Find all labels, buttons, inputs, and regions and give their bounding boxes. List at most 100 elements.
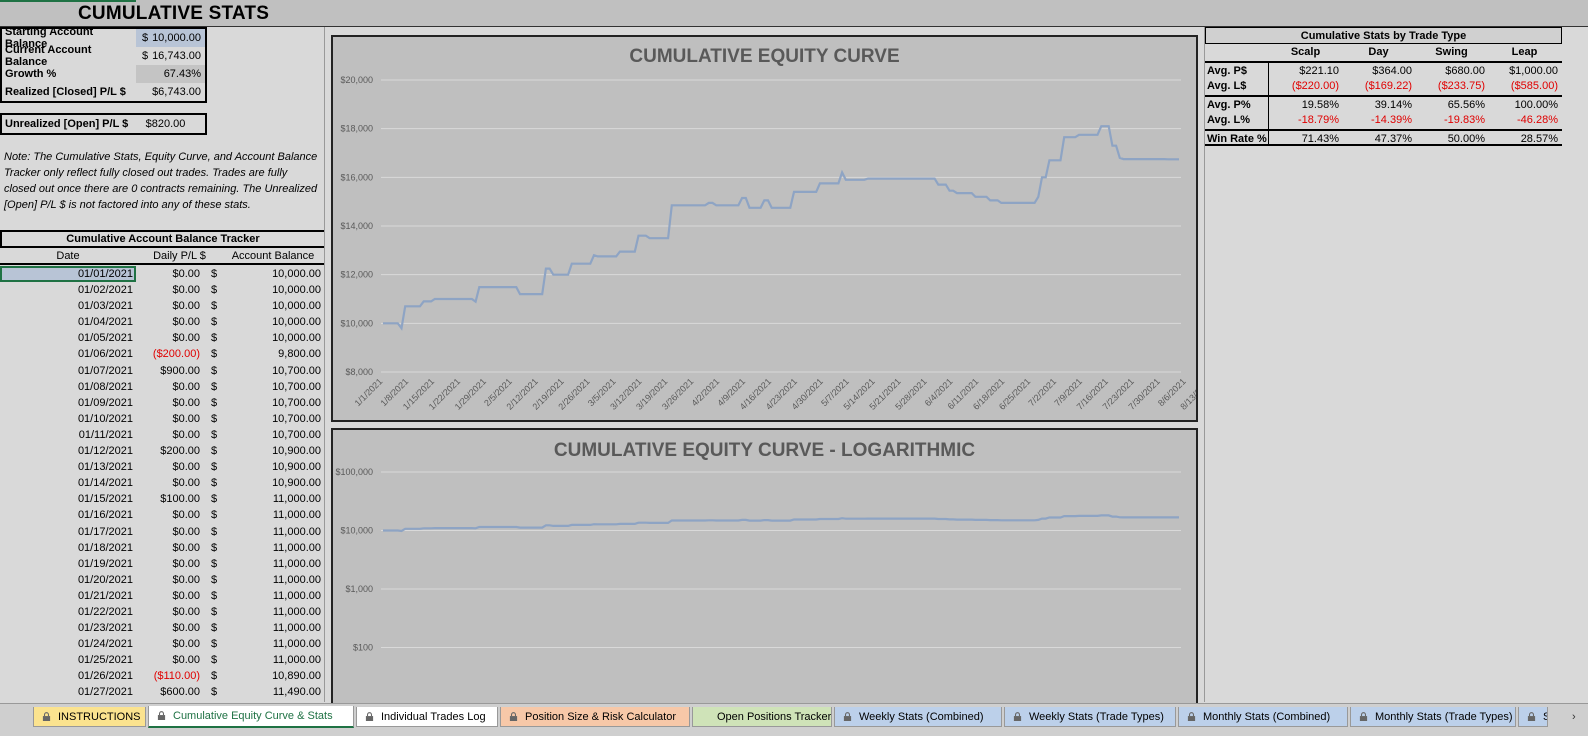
summary-value[interactable]: $10,000.00 [136,29,205,47]
tracker-currency-cell[interactable]: $ [211,445,218,458]
tracker-row[interactable]: 01/17/2021 $0.00 $11,000.00 [0,524,324,540]
summary-row-starting-balance[interactable]: Starting Account Balance $10,000.00 [2,27,205,50]
tracker-date-cell[interactable]: 01/18/2021 [77,541,133,554]
tracker-pl-cell[interactable]: $0.00 [172,332,200,345]
tracker-pl-cell[interactable]: $0.00 [172,654,200,667]
tracker-currency-cell[interactable]: $ [211,686,218,699]
trade-type-value-cell[interactable]: ($169.22) [1364,80,1412,92]
tracker-row[interactable]: 01/19/2021 $0.00 $11,000.00 [0,556,324,572]
tracker-date-cell[interactable]: 01/01/2021 [0,266,136,283]
tracker-date-cell[interactable]: 01/23/2021 [77,622,133,635]
tracker-balance-cell[interactable]: 10,900.00 [272,445,321,458]
sheet-tab[interactable]: S [1518,707,1548,727]
trade-type-value-cell[interactable]: -18.79% [1298,114,1339,126]
trade-type-value-cell[interactable]: $680.00 [1445,65,1485,77]
tracker-date-cell[interactable]: 01/08/2021 [77,380,133,393]
tracker-currency-cell[interactable]: $ [211,396,218,409]
sheet-tab[interactable]: Monthly Stats (Combined) [1178,707,1348,727]
tracker-currency-cell[interactable]: $ [211,428,218,441]
column-header-day[interactable]: Day [1368,46,1389,58]
tracker-row[interactable]: 01/08/2021 $0.00 $10,700.00 [0,379,324,395]
tracker-date-cell[interactable]: 01/17/2021 [77,525,133,538]
tab-scroll-right-icon[interactable]: › [1572,711,1576,723]
tracker-date-cell[interactable]: 01/14/2021 [77,477,133,490]
trade-type-value-cell[interactable]: 47.37% [1374,133,1412,145]
tracker-row[interactable]: 01/03/2021 $0.00 $10,000.00 [0,298,324,314]
tracker-balance-cell[interactable]: 10,700.00 [272,380,321,393]
tracker-row[interactable]: 01/25/2021 $0.00 $11,000.00 [0,652,324,668]
tracker-row[interactable]: 01/23/2021 $0.00 $11,000.00 [0,620,324,636]
tracker-balance-cell[interactable]: 10,000.00 [272,316,321,329]
tracker-date-cell[interactable]: 01/09/2021 [77,396,133,409]
tracker-row[interactable]: 01/09/2021 $0.00 $10,700.00 [0,395,324,411]
tracker-row[interactable]: 01/04/2021 $0.00 $10,000.00 [0,314,324,330]
sheet-tab[interactable]: Monthly Stats (Trade Types) [1350,707,1516,727]
tracker-balance-cell[interactable]: 10,900.00 [272,461,321,474]
summary-row-growth[interactable]: Growth % 67.43% [2,65,205,83]
tracker-row[interactable]: 01/07/2021 $900.00 $10,700.00 [0,363,324,379]
tracker-date-cell[interactable]: 01/05/2021 [77,332,133,345]
tracker-balance-cell[interactable]: 11,000.00 [272,654,321,667]
tracker-row[interactable]: 01/27/2021 $600.00 $11,490.00 [0,684,324,700]
tracker-pl-cell[interactable]: $0.00 [172,589,200,602]
summary-value[interactable]: $16,743.00 [142,50,201,62]
tracker-currency-cell[interactable]: $ [211,589,218,602]
tracker-pl-cell[interactable]: $0.00 [172,268,200,280]
sheet-tab[interactable]: Weekly Stats (Trade Types) [1004,707,1176,727]
tracker-pl-cell[interactable]: $0.00 [172,300,200,313]
tracker-currency-cell[interactable]: $ [211,525,218,538]
tracker-currency-cell[interactable]: $ [211,573,218,586]
tracker-pl-cell[interactable]: $0.00 [172,557,200,570]
summary-value[interactable]: 67.43% [136,65,205,83]
trade-type-value-cell[interactable]: -14.39% [1371,114,1412,126]
tracker-pl-cell[interactable]: ($200.00) [152,348,200,361]
trade-type-value-cell[interactable]: 71.43% [1301,133,1339,145]
tracker-currency-cell[interactable]: $ [211,638,218,651]
tracker-balance-cell[interactable]: 11,000.00 [272,525,321,538]
tracker-balance-cell[interactable]: 10,000.00 [272,300,321,313]
tracker-row[interactable]: 01/10/2021 $0.00 $10,700.00 [0,411,324,427]
equity-curve-chart[interactable]: CUMULATIVE EQUITY CURVE $8,000 $10,000 $12… [331,35,1198,422]
trade-type-value-cell[interactable]: $221.10 [1299,65,1339,77]
tracker-row[interactable]: 01/16/2021 $0.00 $11,000.00 [0,507,324,523]
tracker-pl-cell[interactable]: ($110.00) [153,670,200,683]
tracker-row[interactable]: 01/12/2021 $200.00 $10,900.00 [0,443,324,459]
tracker-pl-cell[interactable]: $0.00 [172,316,200,329]
tracker-balance-cell[interactable]: 10,900.00 [272,477,321,490]
trade-type-row-label[interactable]: Avg. L% [1205,112,1269,129]
tracker-row[interactable]: 01/18/2021 $0.00 $11,000.00 [0,540,324,556]
tracker-row[interactable]: 01/01/2021 $0.00 $10,000.00 [0,266,324,283]
tracker-date-cell[interactable]: 01/10/2021 [77,412,133,425]
trade-type-row-label[interactable]: Avg. L$ [1205,78,1269,95]
tracker-row[interactable]: 01/02/2021 $0.00 $10,000.00 [0,282,324,298]
tracker-date-cell[interactable]: 01/07/2021 [77,364,133,377]
tracker-balance-cell[interactable]: 11,000.00 [272,622,321,635]
tracker-row[interactable]: 01/21/2021 $0.00 $11,000.00 [0,588,324,604]
tracker-row[interactable]: 01/14/2021 $0.00 $10,900.00 [0,475,324,491]
tracker-balance-cell[interactable]: 11,000.00 [272,638,321,651]
tracker-pl-cell[interactable]: $0.00 [172,461,200,474]
tracker-date-cell[interactable]: 01/11/2021 [78,428,133,441]
tracker-pl-cell[interactable]: $0.00 [172,638,200,651]
column-header-swing[interactable]: Swing [1435,46,1468,58]
tracker-pl-cell[interactable]: $100.00 [160,493,200,506]
tracker-date-cell[interactable]: 01/15/2021 [77,493,133,506]
tracker-currency-cell[interactable]: $ [211,364,218,377]
tracker-date-cell[interactable]: 01/19/2021 [77,557,133,570]
tracker-balance-cell[interactable]: 11,000.00 [272,573,321,586]
tracker-date-cell[interactable]: 01/03/2021 [77,300,133,313]
trade-type-row-label[interactable]: Avg. P% [1205,97,1269,112]
tracker-row[interactable]: 01/06/2021 ($200.00) $9,800.00 [0,346,324,362]
trade-type-value-cell[interactable]: $364.00 [1372,65,1412,77]
tracker-balance-cell[interactable]: 11,000.00 [272,557,321,570]
tracker-currency-cell[interactable]: $ [211,605,218,618]
trade-type-row-label[interactable]: Win Rate % [1205,131,1269,145]
tracker-date-cell[interactable]: 01/04/2021 [77,316,133,329]
tracker-pl-cell[interactable]: $0.00 [172,412,200,425]
tracker-balance-cell[interactable]: 11,490.00 [272,686,321,699]
tracker-balance-cell[interactable]: 10,700.00 [272,364,321,377]
column-header-daily-pl[interactable]: Daily P/L $ [153,250,206,262]
trade-type-value-cell[interactable]: 50.00% [1447,133,1485,145]
tracker-pl-cell[interactable]: $0.00 [172,622,200,635]
summary-row-unrealized-pl[interactable]: Unrealized [Open] P/L $ $820.00 [2,115,205,133]
